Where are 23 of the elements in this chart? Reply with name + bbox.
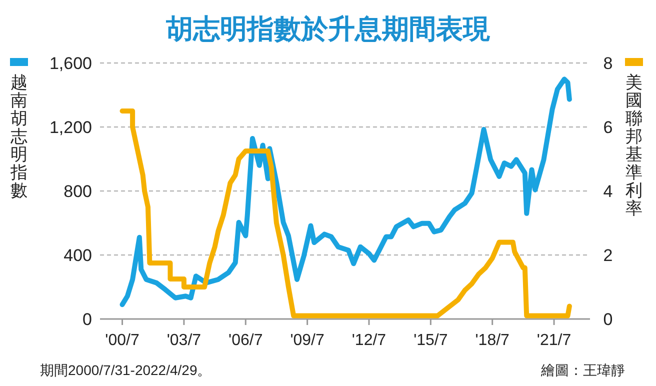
y2-tick-label: 6 xyxy=(603,118,613,137)
y2-tick-label: 2 xyxy=(603,246,613,265)
y2-tick-label: 4 xyxy=(603,182,613,201)
y-tick-label: 800 xyxy=(64,182,92,201)
x-tick-label: '06/7 xyxy=(228,332,263,349)
y-tick-label: 1,200 xyxy=(49,118,92,137)
text: 繪圖：王瑋靜 xyxy=(540,362,625,378)
y2-axis-title: 美國聯邦基準利率 xyxy=(626,73,642,218)
x-tick-label: '18/7 xyxy=(475,332,510,349)
chart-title: 胡志明指數於升息期間表現 xyxy=(165,14,491,44)
x-tick-label: '03/7 xyxy=(166,332,202,349)
text: 期間2000/7/31-2022/4/29。 xyxy=(40,362,212,378)
x-tick-label: '09/7 xyxy=(290,332,325,349)
y-tick-label: 400 xyxy=(64,246,92,265)
y-axis-title: 越南胡志明指數 xyxy=(10,73,28,200)
x-tick-label: '21/7 xyxy=(536,332,572,349)
x-tick-label: '00/7 xyxy=(105,332,140,349)
x-tick-label: '12/7 xyxy=(352,332,386,349)
y-tick-label: 0 xyxy=(82,310,92,329)
y2-tick-label: 8 xyxy=(603,54,613,73)
y-tick-label: 1,600 xyxy=(49,54,92,73)
y2-tick-label: 0 xyxy=(603,310,613,329)
x-tick-label: '15/7 xyxy=(414,332,448,349)
